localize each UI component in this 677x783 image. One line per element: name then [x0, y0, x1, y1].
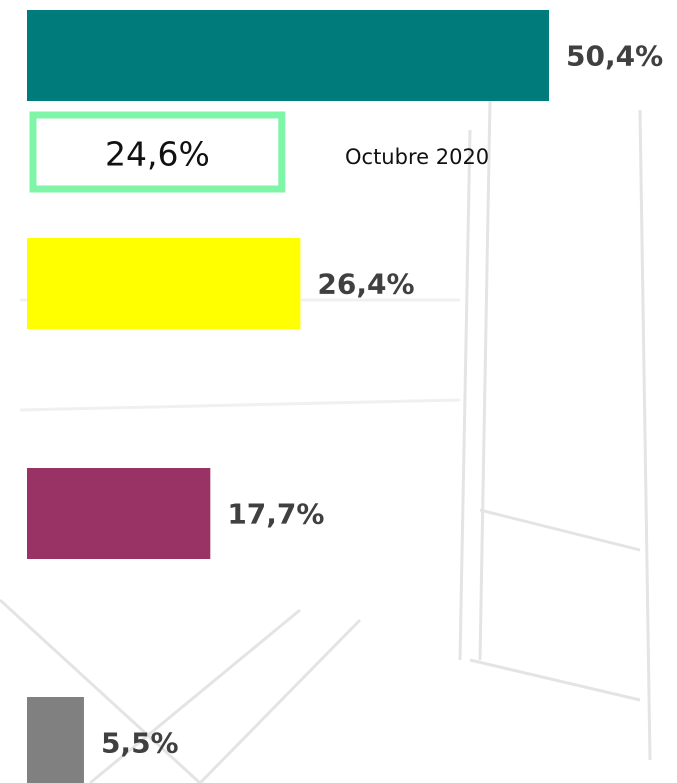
chart: 50,4% 26,4% 17,7% 5,5% 24,6% Octubre 2020: [0, 0, 677, 783]
bar: [27, 697, 84, 783]
background-sketch: [0, 100, 650, 783]
highlight-label: Octubre 2020: [345, 145, 489, 169]
bar: [27, 10, 549, 101]
bar: [27, 468, 210, 559]
value-label: 26,4%: [317, 268, 414, 301]
bar: [27, 238, 300, 329]
value-label: 17,7%: [227, 498, 324, 531]
value-label: 5,5%: [101, 727, 179, 760]
highlight-value: 24,6%: [105, 135, 210, 174]
value-label: 50,4%: [566, 40, 663, 73]
